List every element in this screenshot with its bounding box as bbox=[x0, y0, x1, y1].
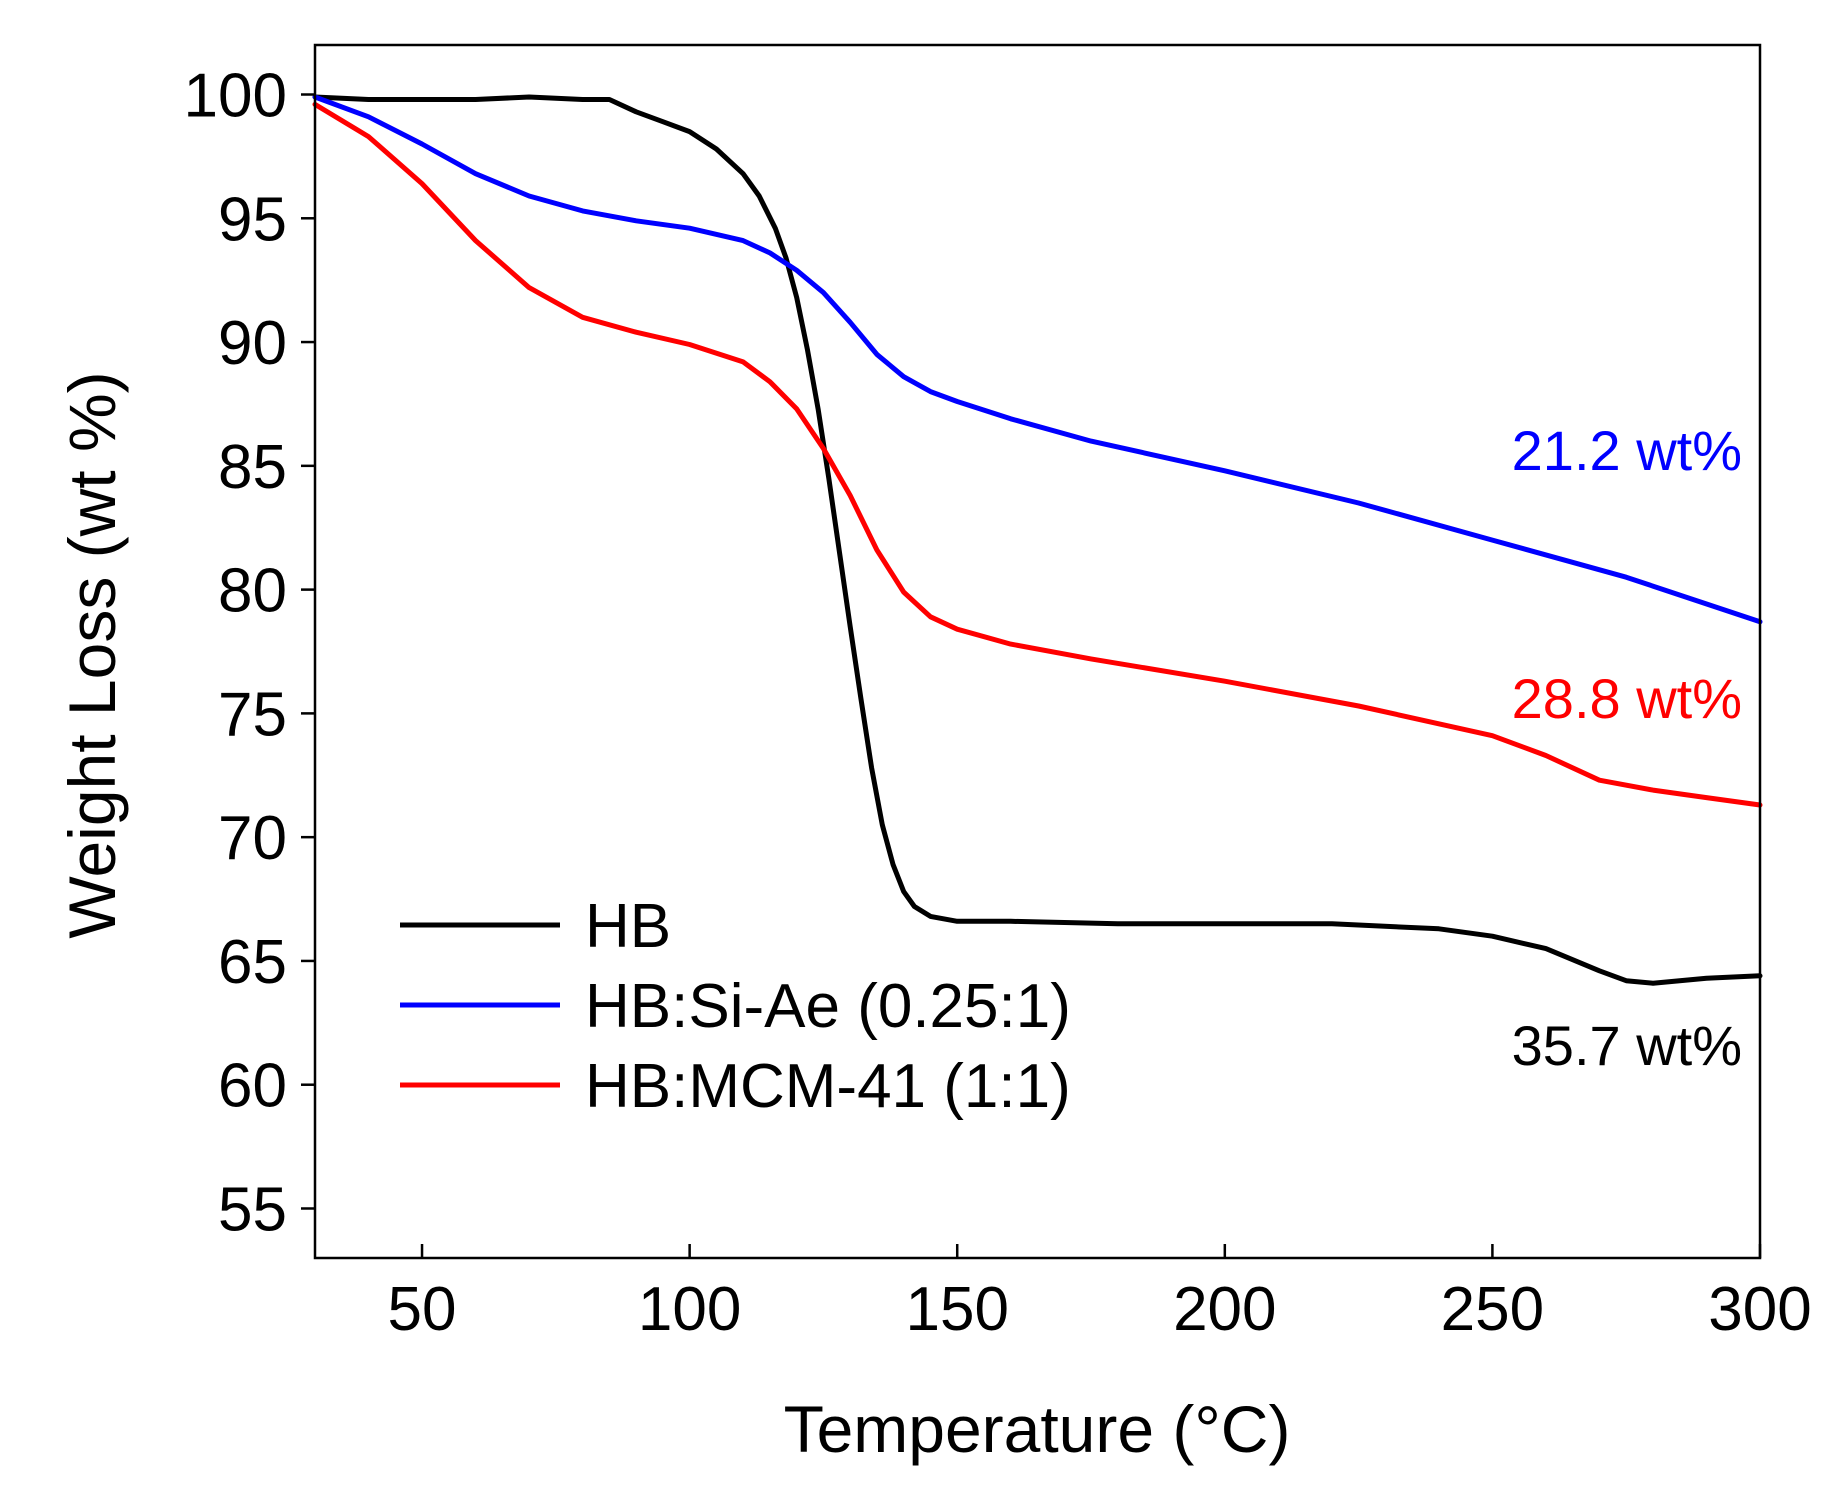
annotations: 21.2 wt% 28.8 wt% 35.7 wt% bbox=[1512, 419, 1742, 1077]
plot-frame bbox=[313, 43, 1762, 1260]
annotation-28-8-wt: 28.8 wt% bbox=[1512, 667, 1742, 730]
annotation-35-7-wt: 35.7 wt% bbox=[1512, 1014, 1742, 1077]
x-tick-label: 100 bbox=[638, 1275, 741, 1344]
x-tick-label: 150 bbox=[905, 1275, 1008, 1344]
y-tick-label: 85 bbox=[218, 433, 287, 502]
series-line-hb-si-ae-0-25-1 bbox=[312, 94, 1763, 625]
y-tick-label: 60 bbox=[218, 1052, 287, 1121]
x-axis-label: Temperature (°C) bbox=[784, 1392, 1291, 1466]
y-tick-label: 65 bbox=[218, 928, 287, 997]
x-axis-ticks: 50 100 150 200 250 300 bbox=[388, 1244, 1812, 1344]
legend-label-hb-mcm-41-1-1: HB:MCM-41 (1:1) bbox=[585, 1052, 1071, 1121]
series-line-hb-mcm-41-1-1 bbox=[312, 101, 1763, 808]
y-tick-label: 80 bbox=[218, 557, 287, 626]
x-tick-label: 300 bbox=[1708, 1275, 1811, 1344]
x-tick-label: 50 bbox=[388, 1275, 457, 1344]
legend: HB HB:Si-Ae (0.25:1) HB:MCM-41 (1:1) bbox=[400, 892, 1071, 1121]
x-tick-label: 250 bbox=[1441, 1275, 1544, 1344]
series-line-hb bbox=[312, 94, 1763, 986]
y-axis-label: Weight Loss (wt %) bbox=[55, 371, 129, 938]
y-axis-ticks: 55 60 65 70 75 80 85 90 95 100 bbox=[184, 62, 315, 1244]
y-tick-label: 75 bbox=[218, 680, 287, 749]
y-tick-label: 55 bbox=[218, 1175, 287, 1244]
y-tick-label: 90 bbox=[218, 309, 287, 378]
legend-label-hb: HB bbox=[585, 892, 671, 961]
annotation-21-2-wt: 21.2 wt% bbox=[1512, 419, 1742, 482]
x-tick-label: 200 bbox=[1173, 1275, 1276, 1344]
y-tick-label: 95 bbox=[218, 185, 287, 254]
y-tick-label: 70 bbox=[218, 804, 287, 873]
legend-label-hb-si-ae-0-25-1: HB:Si-Ae (0.25:1) bbox=[585, 972, 1071, 1041]
data-lines bbox=[312, 94, 1763, 986]
y-tick-label: 100 bbox=[184, 62, 287, 131]
